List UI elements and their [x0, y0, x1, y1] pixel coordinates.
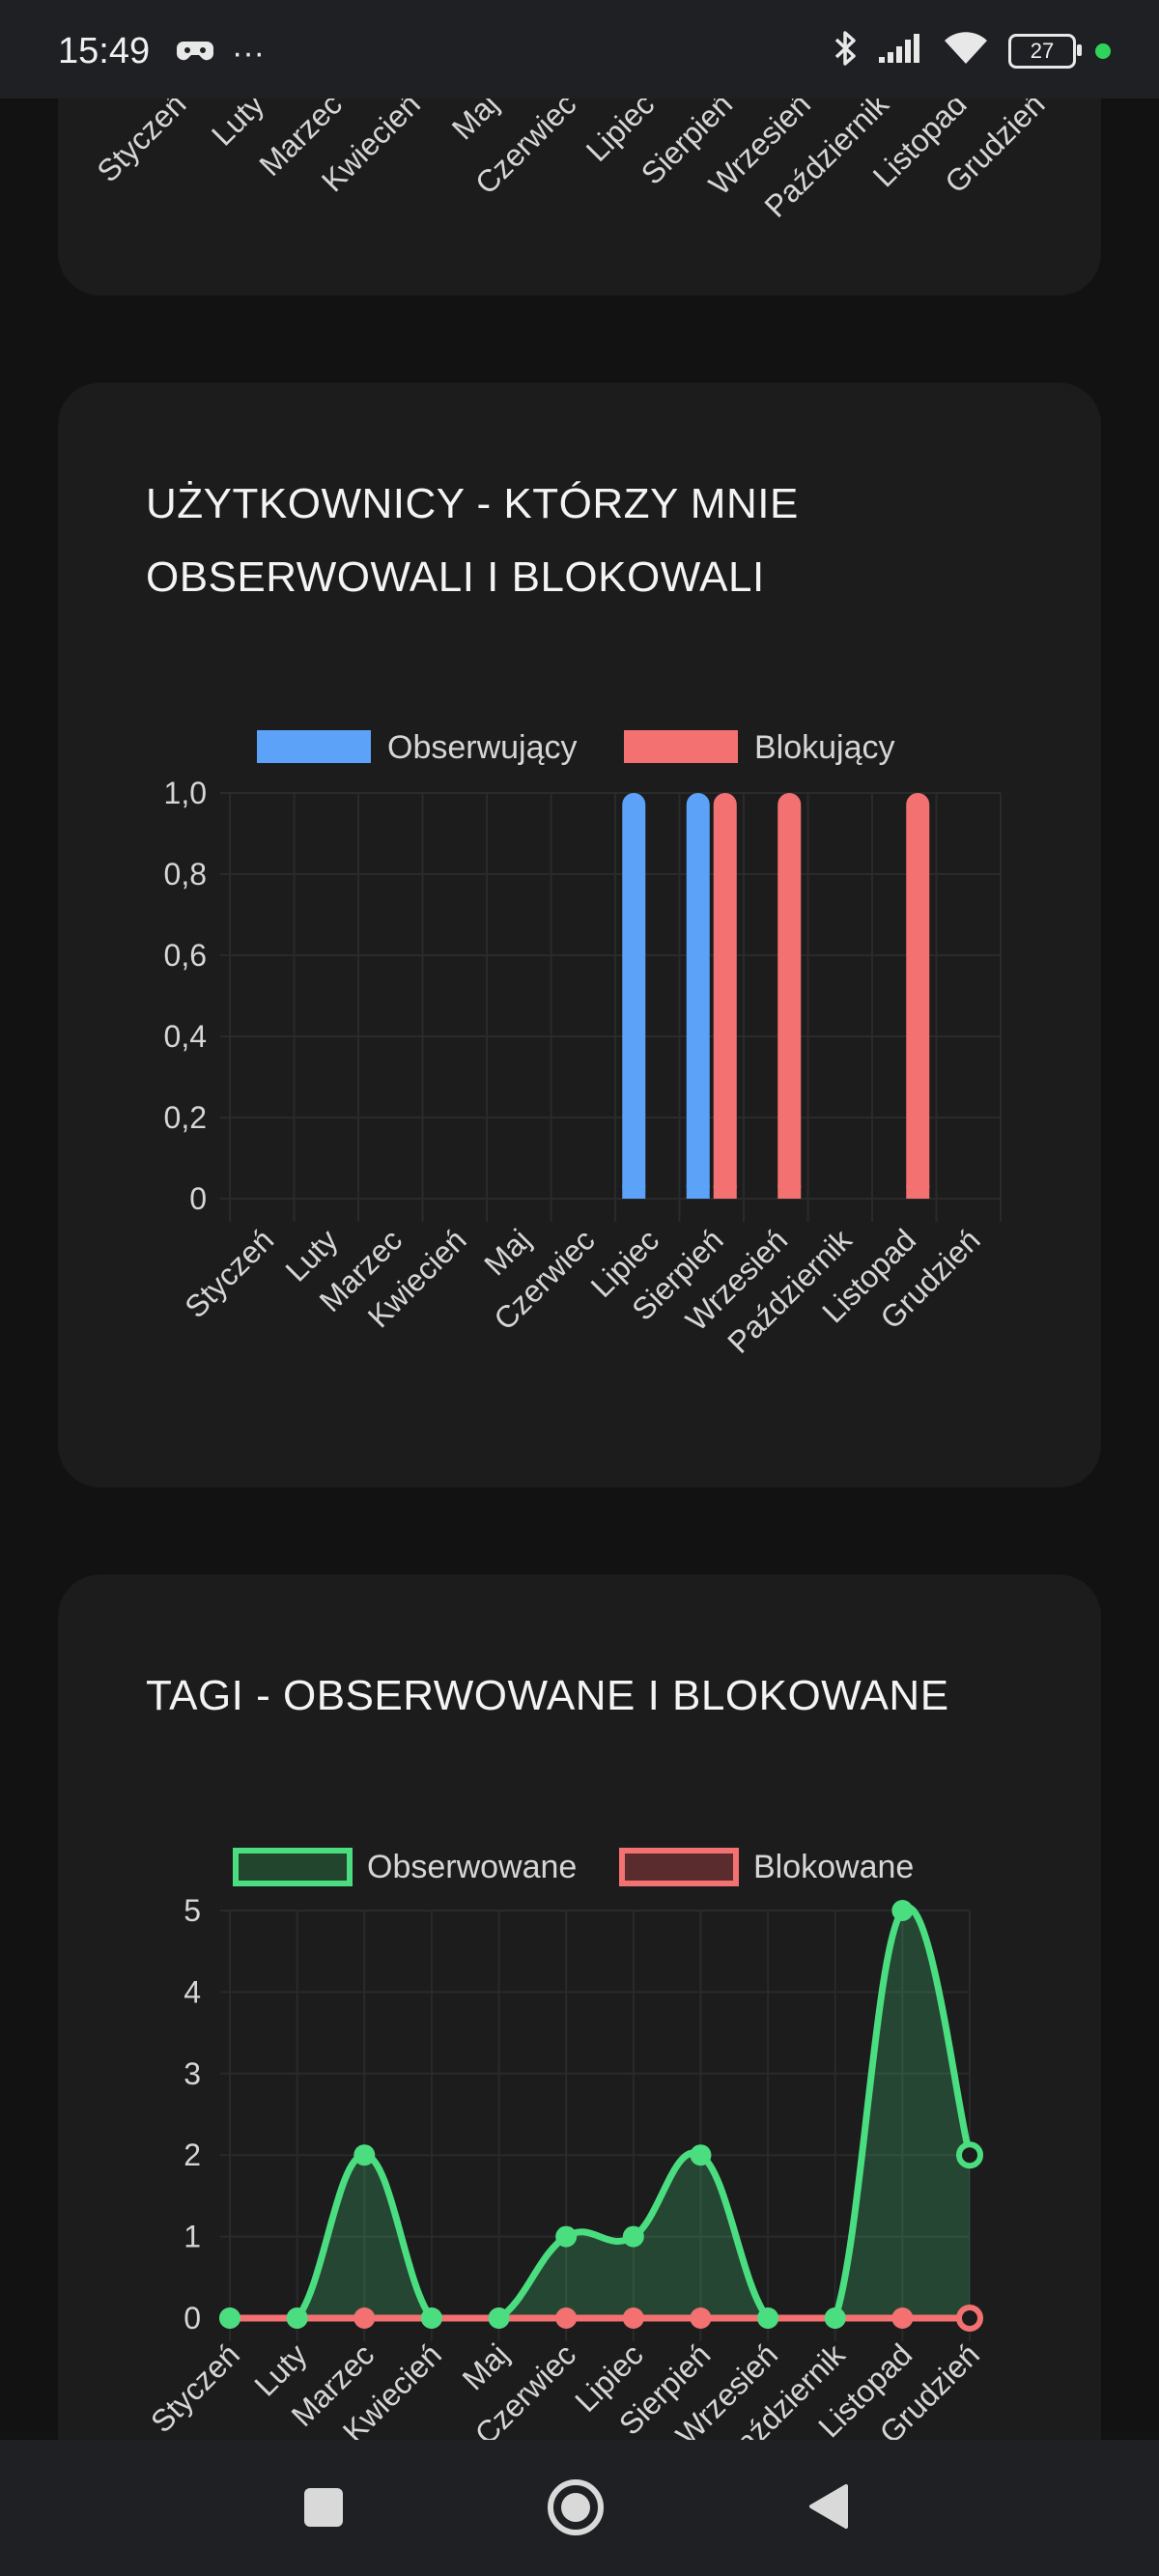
bar-base	[777, 1185, 802, 1199]
bar-base	[686, 1185, 710, 1199]
point-obserwowane-luty	[286, 2307, 308, 2329]
bar-obserwujący-lipiec	[622, 793, 646, 1199]
y-tick-label: 2	[184, 2137, 201, 2172]
status-right-icons: 27	[833, 29, 1111, 72]
x-tick-label: Styczeń	[144, 2336, 246, 2439]
legend-item-obserwujacy-swatch	[257, 730, 371, 763]
signal-icon	[877, 32, 923, 70]
users-chart-title-line2: OBSERWOWALI I BLOKOWALI	[146, 553, 765, 601]
users-chart-legend: Obserwujący Blokujący	[257, 729, 895, 766]
point-obserwowane-styczeń	[219, 2307, 240, 2329]
privacy-indicator-icon	[1095, 42, 1111, 59]
wifi-icon	[943, 31, 989, 71]
point-blokowane-sierpień	[690, 2307, 712, 2329]
legend-item-obserwujacy-label: Obserwujący	[387, 729, 578, 766]
point-obserwowane-grudzień	[956, 2141, 983, 2169]
point-obserwowane-marzec	[353, 2144, 376, 2166]
x-tick-label: Styczeń	[178, 1222, 280, 1324]
legend-item-blokujacy-swatch	[624, 730, 738, 763]
y-tick-label: 0,8	[164, 857, 207, 892]
bar-base	[906, 1185, 930, 1199]
status-time: 15:49	[58, 31, 151, 71]
tags-chart-card: TAGI - OBSERWOWANE I BLOKOWANE Obserwowa…	[58, 1574, 1101, 2540]
legend-item-blokowane-swatch	[619, 1848, 739, 1886]
point-obserwowane-sierpień	[690, 2144, 712, 2166]
point-blokowane-czerwiec	[555, 2307, 578, 2329]
legend-item-obserwowane-swatch	[233, 1848, 353, 1886]
tags-chart-title: TAGI - OBSERWOWANE I BLOKOWANE	[146, 1672, 949, 1719]
y-tick-label: 1	[184, 2220, 201, 2254]
y-tick-label: 0,6	[164, 938, 207, 973]
users-chart-grid	[220, 792, 1002, 1222]
legend-item-obserwowane-label: Obserwowane	[367, 1849, 577, 1885]
y-tick-label: 0,4	[164, 1019, 207, 1054]
legend-item-blokujacy-label: Blokujący	[754, 729, 895, 766]
bar-obserwujący-sierpień	[686, 793, 710, 1199]
bar-blokujący-sierpień	[713, 793, 737, 1199]
y-tick-label: 3	[184, 2056, 201, 2091]
home-button[interactable]	[547, 2478, 605, 2541]
point-obserwowane-kwiecień	[420, 2307, 442, 2329]
bar-blokujący-listopad	[906, 793, 930, 1199]
point-obserwowane-czerwiec	[555, 2225, 578, 2248]
game-controller-icon	[176, 36, 214, 71]
point-blokowane-lipiec	[622, 2307, 644, 2329]
bar-blokujący-wrzesień	[777, 793, 802, 1199]
status-left-icons: ···	[176, 35, 265, 72]
bar-base	[622, 1185, 646, 1199]
users-chart-card: UŻYTKOWNICY - KTÓRZY MNIE OBSERWOWALI I …	[58, 382, 1101, 1487]
point-blokowane-marzec	[353, 2307, 376, 2329]
battery-level: 27	[1030, 38, 1055, 63]
navigation-bar	[0, 2440, 1159, 2576]
tags-chart-legend: Obserwowane Blokowane	[233, 1848, 914, 1886]
area-fill-obserwowane	[230, 1907, 970, 2318]
back-button[interactable]	[807, 2482, 850, 2535]
point-obserwowane-lipiec	[622, 2225, 644, 2248]
legend-item-blokowane-label: Blokowane	[753, 1849, 914, 1885]
recent-apps-button[interactable]	[302, 2486, 345, 2534]
users-chart-title-line1: UŻYTKOWNICY - KTÓRZY MNIE	[146, 480, 799, 527]
y-tick-label: 0,2	[164, 1100, 207, 1135]
y-tick-label: 1,0	[164, 776, 207, 810]
battery-icon: 27	[1008, 33, 1082, 69]
point-obserwowane-październik	[824, 2307, 846, 2329]
y-tick-label: 5	[184, 1893, 201, 1928]
status-bar: 15:49 ··· 27	[0, 0, 1159, 99]
users-chart-bars	[622, 793, 930, 1199]
y-tick-label: 4	[184, 1974, 201, 2009]
point-obserwowane-wrzesień	[757, 2307, 779, 2329]
series-obserwowane	[230, 1904, 974, 2322]
more-notifications-icon: ···	[232, 35, 265, 71]
point-obserwowane-listopad	[891, 1900, 914, 1921]
y-tick-label: 0	[189, 1181, 207, 1216]
y-tick-label: 0	[184, 2301, 201, 2335]
bar-base	[713, 1185, 737, 1199]
x-tick-label: Styczeń	[90, 86, 192, 188]
bluetooth-icon	[833, 29, 858, 72]
point-blokowane-grudzień	[956, 2305, 983, 2332]
point-blokowane-listopad	[891, 2307, 914, 2329]
users-bar-chart: Obserwujący Blokujący 0 0,2 0,4 0,6 0,8 1,0 Styc…	[164, 729, 1002, 1360]
point-obserwowane-maj	[488, 2307, 510, 2329]
